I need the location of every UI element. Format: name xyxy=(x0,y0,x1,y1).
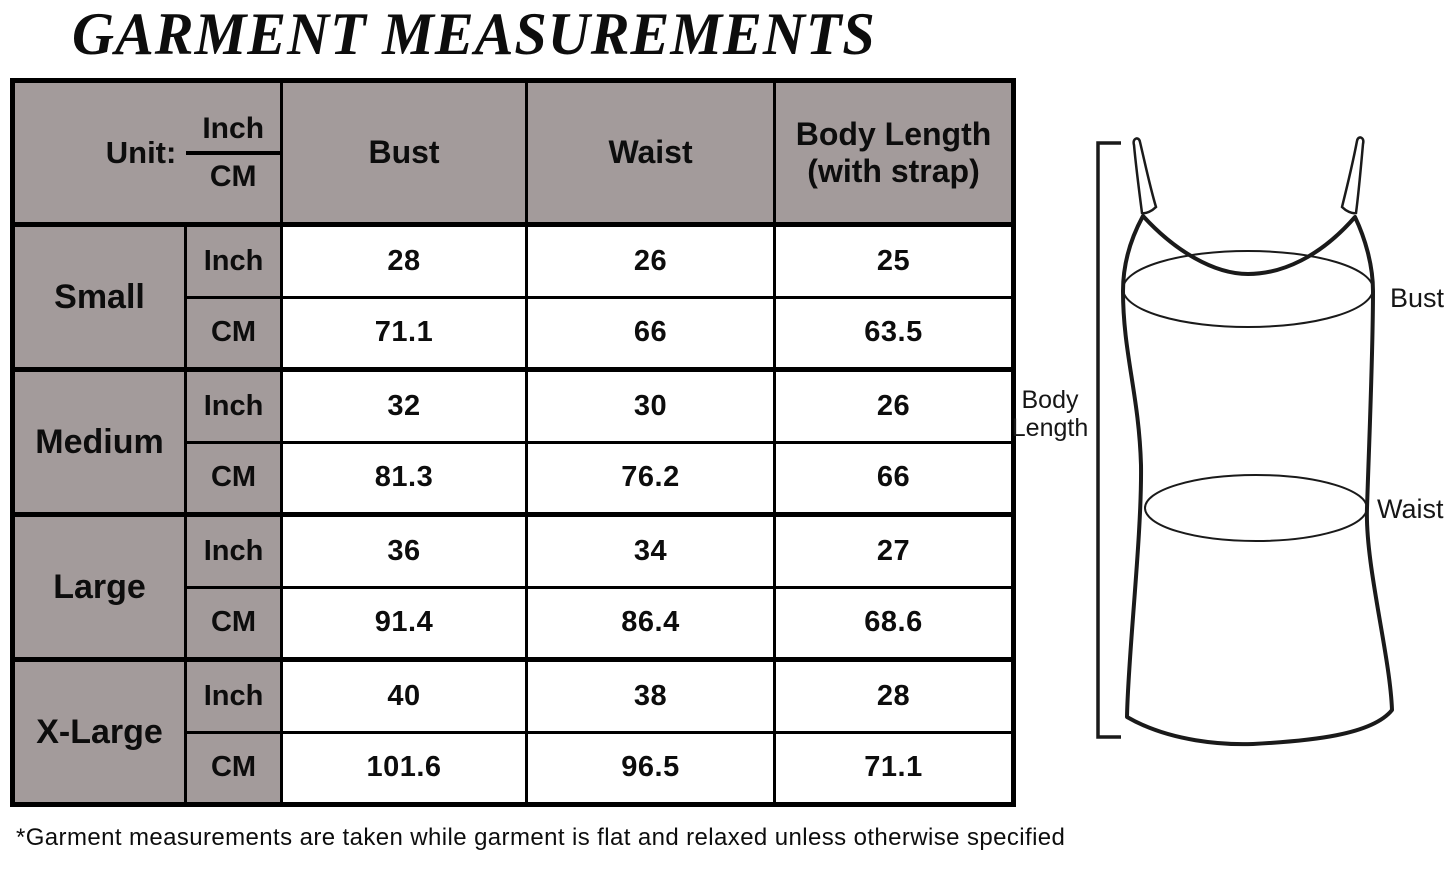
value-cell: 91.4 xyxy=(280,585,529,661)
value-cell: 71.1 xyxy=(280,295,529,371)
row-medium-inch: Medium Inch 32 30 26 xyxy=(11,367,1016,516)
value-cell: 66 xyxy=(525,295,777,371)
row-medium-cm: CM 81.3 76.2 66 xyxy=(13,440,1016,516)
unit-fraction: Inch CM xyxy=(186,112,281,194)
unit-cell: CM xyxy=(183,730,284,806)
value-cell: 40 xyxy=(280,657,529,734)
value-cell: 36 xyxy=(280,512,529,589)
unit-header-cell: Unit: Inch CM xyxy=(10,79,284,227)
value-cell: 68.6 xyxy=(773,585,1016,661)
unit-cell: Inch xyxy=(183,512,284,589)
value-cell: 71.1 xyxy=(773,730,1016,806)
value-cell: 66 xyxy=(773,440,1016,516)
value-cell: 63.5 xyxy=(773,295,1016,371)
row-small-cm: CM 71.1 66 63.5 xyxy=(13,295,1016,371)
bust-label: Bust xyxy=(1390,283,1445,313)
value-cell: 101.6 xyxy=(280,730,529,806)
header-row: Unit: Inch CM Bust Waist Body Length (wi… xyxy=(10,79,1016,227)
body-length-bracket xyxy=(1096,141,1121,739)
footnote: *Garment measurements are taken while ga… xyxy=(16,824,1066,851)
size-cell-small: Small xyxy=(11,222,187,371)
row-xlarge-cm: CM 101.6 96.5 71.1 xyxy=(13,730,1016,806)
column-header-waist: Waist xyxy=(525,79,777,227)
value-cell: 76.2 xyxy=(525,440,777,516)
bust-ellipse xyxy=(1122,250,1374,328)
unit-cell: Inch xyxy=(183,367,284,444)
unit-fraction-wrap: Unit: Inch CM xyxy=(15,112,281,194)
column-header-bust: Bust xyxy=(280,79,529,227)
value-cell: 81.3 xyxy=(280,440,529,516)
unit-cell: Inch xyxy=(183,657,284,734)
value-cell: 34 xyxy=(525,512,777,589)
value-cell: 27 xyxy=(773,512,1016,589)
garment-body-outline xyxy=(1121,214,1394,747)
size-cell-large: Large xyxy=(11,512,187,661)
measurements-table: Unit: Inch CM Bust Waist Body Length (wi… xyxy=(10,78,1017,807)
value-cell: 25 xyxy=(773,222,1016,299)
value-cell: 30 xyxy=(525,367,777,444)
waist-label: Waist xyxy=(1377,494,1444,524)
unit-inch-label: Inch xyxy=(186,112,281,155)
right-strap xyxy=(1340,136,1365,215)
value-cell: 38 xyxy=(525,657,777,734)
row-small-inch: Small Inch 28 26 25 xyxy=(11,222,1016,371)
waist-ellipse xyxy=(1144,474,1368,542)
column-header-body-length: Body Length (with strap) xyxy=(773,79,1016,227)
unit-cell: CM xyxy=(183,440,284,516)
size-cell-medium: Medium xyxy=(11,367,187,516)
page-title: GARMENT MEASUREMENTS xyxy=(72,1,876,67)
unit-cell: CM xyxy=(183,295,284,371)
row-large-cm: CM 91.4 86.4 68.6 xyxy=(13,585,1016,661)
unit-label: Unit: xyxy=(105,134,177,170)
row-large-inch: Large Inch 36 34 27 xyxy=(11,512,1016,661)
value-cell: 28 xyxy=(280,222,529,299)
unit-cell: Inch xyxy=(183,222,284,299)
value-cell: 26 xyxy=(773,367,1016,444)
value-cell: 86.4 xyxy=(525,585,777,661)
row-xlarge-inch: X-Large Inch 40 38 28 xyxy=(11,657,1016,806)
unit-cell: CM xyxy=(183,585,284,661)
value-cell: 96.5 xyxy=(525,730,777,806)
value-cell: 32 xyxy=(280,367,529,444)
value-cell: 26 xyxy=(525,222,777,299)
body-length-label: Body Length xyxy=(1011,386,1089,442)
size-cell-xlarge: X-Large xyxy=(11,657,187,806)
unit-cm-label: CM xyxy=(209,159,257,193)
value-cell: 28 xyxy=(773,657,1016,734)
garment-diagram xyxy=(1096,136,1394,747)
left-strap xyxy=(1132,137,1158,215)
